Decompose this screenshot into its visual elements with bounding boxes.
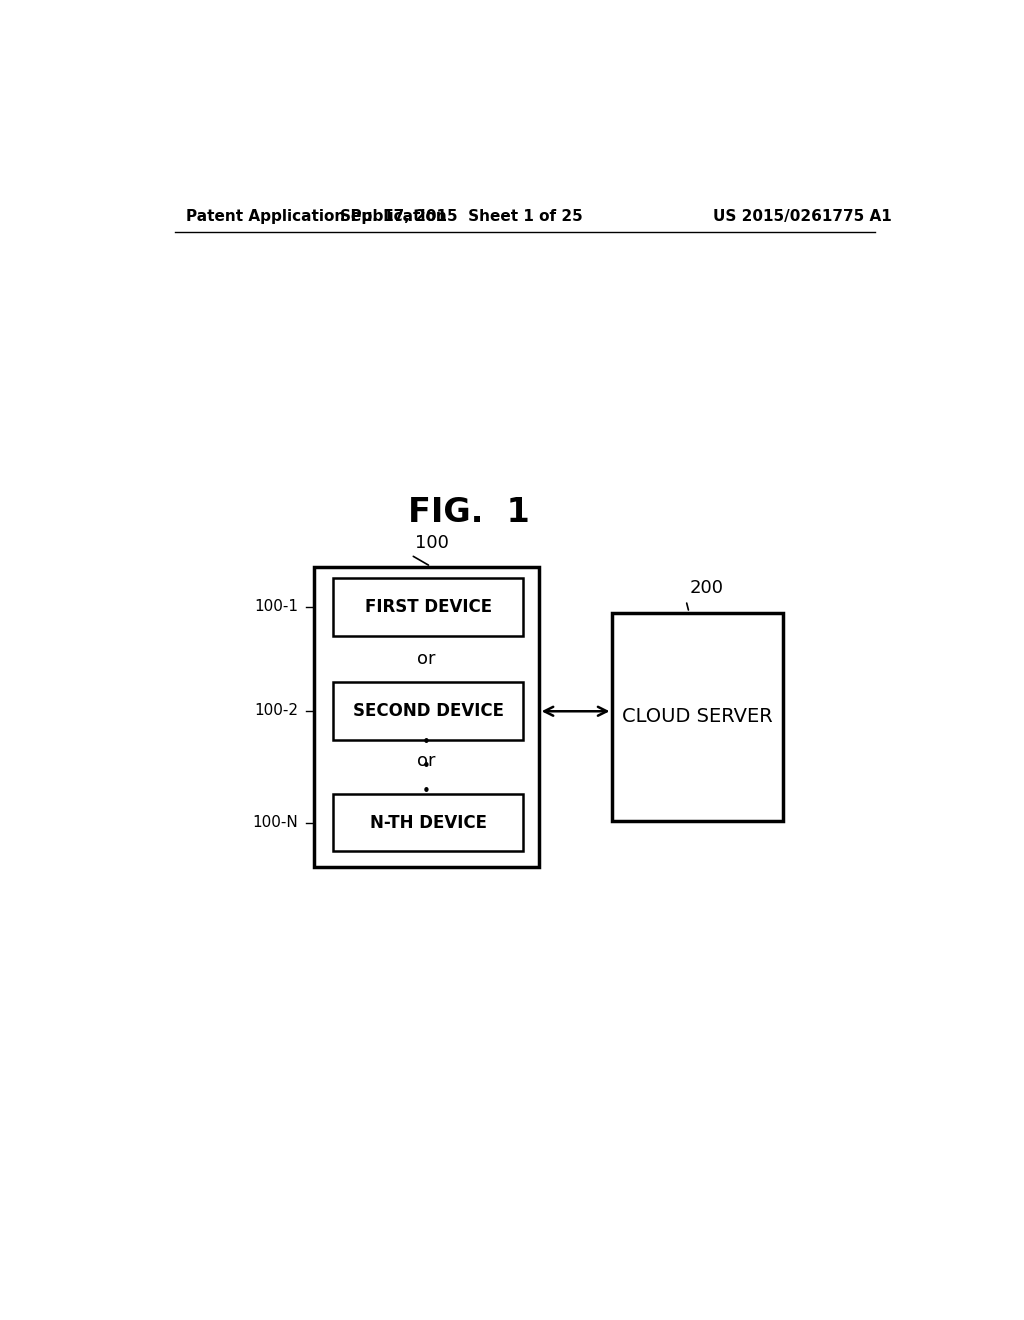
Bar xyxy=(612,612,783,821)
Text: CLOUD SERVER: CLOUD SERVER xyxy=(623,708,773,726)
Text: SECOND DEVICE: SECOND DEVICE xyxy=(353,702,504,719)
Text: 100-N: 100-N xyxy=(252,814,298,830)
Text: or: or xyxy=(417,649,435,668)
Bar xyxy=(334,793,523,851)
Text: or: or xyxy=(417,752,435,771)
Text: FIG.  1: FIG. 1 xyxy=(409,496,529,529)
Text: N-TH DEVICE: N-TH DEVICE xyxy=(370,813,486,832)
Text: 100-2: 100-2 xyxy=(254,704,298,718)
Text: FIRST DEVICE: FIRST DEVICE xyxy=(365,598,492,616)
Bar xyxy=(334,578,523,636)
Bar xyxy=(314,566,539,867)
Text: Sep. 17, 2015  Sheet 1 of 25: Sep. 17, 2015 Sheet 1 of 25 xyxy=(340,209,583,223)
Text: •
•
•: • • • xyxy=(422,735,431,799)
Text: Patent Application Publication: Patent Application Publication xyxy=(186,209,446,223)
Text: 100-1: 100-1 xyxy=(254,599,298,614)
Text: 100: 100 xyxy=(415,533,449,552)
Bar xyxy=(334,682,523,739)
Text: US 2015/0261775 A1: US 2015/0261775 A1 xyxy=(713,209,892,223)
Text: 200: 200 xyxy=(690,579,724,598)
